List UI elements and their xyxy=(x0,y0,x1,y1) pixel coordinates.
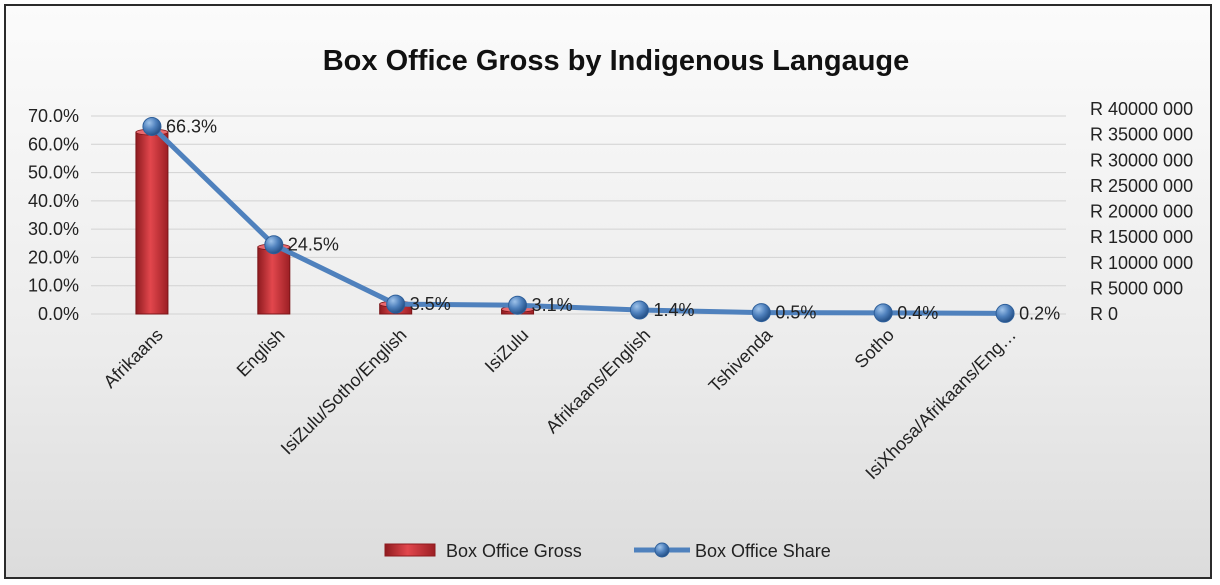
left-tick-label: 40.0% xyxy=(28,191,79,211)
share-marker xyxy=(386,294,406,314)
data-label: 0.5% xyxy=(775,303,816,323)
data-label: 0.4% xyxy=(897,303,938,323)
bar-series xyxy=(135,128,535,315)
left-tick-label: 50.0% xyxy=(28,163,79,183)
right-tick-label: R 20000 000 xyxy=(1090,202,1193,222)
share-marker xyxy=(873,303,893,323)
right-tick-label: R 25000 000 xyxy=(1090,176,1193,196)
category-label: IsiZulu/Sotho/English xyxy=(277,325,411,459)
legend-swatch-marker xyxy=(654,542,670,558)
left-tick-label: 30.0% xyxy=(28,219,79,239)
share-marker xyxy=(995,303,1015,323)
left-tick-label: 60.0% xyxy=(28,134,79,154)
left-tick-label: 70.0% xyxy=(28,106,79,126)
legend: Box Office Gross Box Office Share xyxy=(384,541,831,561)
category-label: English xyxy=(233,325,289,381)
line-series: 66.3% 24.5% 3.5% 3.1% 1.4% 0.5% 0.4% 0.2% xyxy=(142,116,1060,323)
right-tick-label: R 40000 000 xyxy=(1090,99,1193,119)
left-tick-label: 20.0% xyxy=(28,247,79,267)
category-label: Afrikaans/English xyxy=(542,325,654,437)
share-marker xyxy=(508,295,528,315)
data-label: 1.4% xyxy=(653,300,694,320)
right-tick-label: R 5000 000 xyxy=(1090,278,1183,298)
bar xyxy=(257,246,291,315)
gridlines xyxy=(91,115,1066,315)
share-marker xyxy=(751,303,771,323)
left-tick-label: 10.0% xyxy=(28,276,79,296)
right-tick-label: R 15000 000 xyxy=(1090,227,1193,247)
legend-swatch-bar xyxy=(384,543,436,557)
share-marker xyxy=(264,235,284,255)
bar xyxy=(135,131,169,315)
category-label: Sotho xyxy=(851,325,898,372)
share-line xyxy=(150,124,1006,316)
right-tick-label: R 0 xyxy=(1090,304,1118,324)
chart-title: Box Office Gross by Indigenous Langauge xyxy=(323,45,910,77)
data-label: 0.2% xyxy=(1019,303,1060,323)
chart: Box Office Gross by Indigenous Langauge … xyxy=(28,45,1193,561)
share-marker xyxy=(142,116,162,136)
legend-label-line: Box Office Share xyxy=(695,541,831,561)
legend-label-bar: Box Office Gross xyxy=(446,541,582,561)
chart-frame: Box Office Gross by Indigenous Langauge … xyxy=(4,4,1212,579)
left-tick-label: 0.0% xyxy=(38,304,79,324)
data-label: 24.5% xyxy=(288,235,339,255)
category-label: IsiZulu xyxy=(481,325,533,377)
data-label: 3.5% xyxy=(410,294,451,314)
right-axis: R 0 R 5000 000 R 10000 000 R 15000 000 R 200… xyxy=(1090,99,1193,324)
right-tick-label: R 35000 000 xyxy=(1090,125,1193,145)
data-label: 3.1% xyxy=(532,295,573,315)
left-axis: 0.0% 10.0% 20.0% 30.0% 40.0% 50.0% 60.0% 70.0% xyxy=(28,106,79,324)
right-tick-label: R 30000 000 xyxy=(1090,150,1193,170)
share-marker xyxy=(629,300,649,320)
category-label: Afrikaans xyxy=(100,325,167,392)
data-label: 66.3% xyxy=(166,116,217,136)
right-tick-label: R 10000 000 xyxy=(1090,253,1193,273)
category-label: Tshivenda xyxy=(705,324,777,396)
